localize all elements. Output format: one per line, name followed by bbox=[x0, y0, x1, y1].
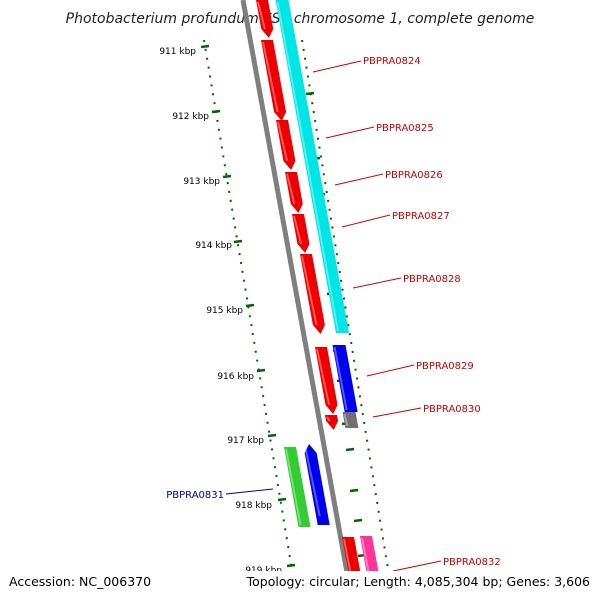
gene-arrow-pbpra0831-shade bbox=[304, 445, 321, 517]
scale-tick bbox=[245, 303, 255, 308]
gene-arrow-pbpra0830[interactable] bbox=[325, 415, 339, 430]
label-leader-line bbox=[341, 214, 391, 228]
label-leader-line bbox=[352, 277, 402, 289]
scale-tick bbox=[256, 368, 266, 373]
gene-arrow-pbpra0827-shade bbox=[293, 215, 303, 245]
gene-arrow-pbpra0828[interactable] bbox=[300, 254, 325, 334]
gene-block-pbpra0831-shade bbox=[285, 448, 302, 526]
label-leader-line bbox=[325, 126, 375, 139]
scale-label: 913 kbp bbox=[183, 177, 220, 187]
cyan-feature-shade bbox=[276, 1, 339, 332]
gene-arrow-pbpra0825[interactable] bbox=[261, 40, 287, 121]
gene-block-pbpra0829[interactable] bbox=[332, 345, 358, 412]
gene-label[interactable]: PBPRA0825 bbox=[376, 123, 434, 134]
genome-backbone bbox=[240, 0, 355, 600]
gene-label[interactable]: PBPRA0832 bbox=[443, 557, 501, 568]
gene-arrow-pbpra0829[interactable] bbox=[315, 347, 338, 414]
gene-label[interactable]: PBPRA0829 bbox=[416, 361, 474, 372]
gene-features bbox=[256, 0, 384, 600]
gene-arrow-pbpra0825b-shade bbox=[277, 121, 289, 162]
topology-text: Topology: circular; Length: 4,085,304 bp… bbox=[246, 574, 590, 589]
scale-tick bbox=[353, 518, 363, 523]
gene-arrow-pbpra0830-shade bbox=[326, 416, 331, 422]
gene-arrow-pbpra0826[interactable] bbox=[285, 172, 303, 213]
label-leader-line bbox=[312, 60, 362, 73]
gene-arrow-pbpra0825b[interactable] bbox=[276, 120, 296, 170]
gene-label[interactable]: PBPRA0828 bbox=[403, 274, 461, 285]
scale-tick bbox=[200, 44, 210, 49]
label-leader-line bbox=[366, 364, 415, 377]
scale-label: 911 kbp bbox=[159, 47, 196, 57]
label-leader-line bbox=[392, 560, 442, 572]
scale-label: 914 kbp bbox=[195, 241, 232, 251]
scale-tick bbox=[286, 563, 296, 568]
scale-tick bbox=[349, 488, 359, 493]
scale-label: 917 kbp bbox=[227, 436, 264, 446]
scale-tick bbox=[305, 91, 315, 96]
gene-label-lines bbox=[225, 60, 442, 572]
accession-text: Accession: NC_006370 bbox=[9, 574, 151, 589]
gene-block-pbpra0831[interactable] bbox=[284, 447, 311, 527]
scale-label: 915 kbp bbox=[206, 306, 243, 316]
cyan-feature[interactable] bbox=[275, 0, 349, 333]
scale-tick bbox=[267, 433, 277, 438]
map-title: Photobacterium profundum SS9 chromosome … bbox=[66, 11, 535, 27]
gene-arrow-pbpra0827[interactable] bbox=[292, 214, 310, 253]
scale-label: 916 kbp bbox=[217, 372, 254, 382]
scale-tick bbox=[222, 174, 232, 179]
gene-arrow-pbpra0826-shade bbox=[286, 173, 296, 205]
gene-block-pbpra0829-shade bbox=[333, 346, 348, 411]
gene-arrow-pbpra0824[interactable] bbox=[256, 0, 274, 38]
gene-label[interactable]: PBPRA0830 bbox=[423, 404, 481, 415]
scale-label: 918 kbp bbox=[235, 501, 272, 511]
gene-arrow-pbpra0825-shade bbox=[262, 41, 279, 113]
gene-label[interactable]: PBPRA0831 bbox=[166, 490, 224, 501]
gene-arrow-pbpra0831[interactable] bbox=[304, 444, 330, 525]
gene-arrow-pbpra0824-shade bbox=[257, 1, 266, 30]
scale-tick bbox=[277, 497, 287, 502]
label-leader-line bbox=[225, 488, 274, 495]
scale-tick bbox=[345, 447, 355, 452]
scale-tick bbox=[211, 109, 221, 114]
label-leader-line bbox=[372, 407, 422, 418]
label-leader-line bbox=[334, 173, 384, 186]
gene-arrow-pbpra0829-shade bbox=[316, 348, 331, 406]
footer-background bbox=[0, 571, 600, 600]
gene-label[interactable]: PBPRA0827 bbox=[392, 211, 450, 222]
gene-block-pbpra0830[interactable] bbox=[342, 412, 359, 428]
gene-label[interactable]: PBPRA0826 bbox=[385, 170, 443, 181]
gene-block-pbpra0830-shade bbox=[343, 413, 349, 427]
gene-arrow-pbpra0828-shade bbox=[301, 255, 318, 326]
scale-label: 912 kbp bbox=[172, 112, 209, 122]
gene-label[interactable]: PBPRA0824 bbox=[363, 56, 421, 67]
scale-tick bbox=[233, 239, 243, 244]
